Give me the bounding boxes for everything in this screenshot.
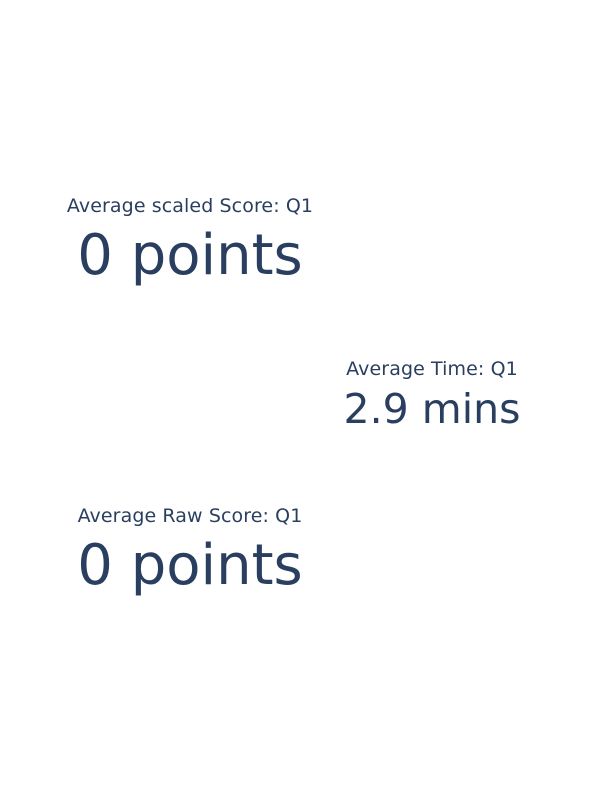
indicator-title: Average scaled Score: Q1 [66,195,314,217]
average-raw-score-indicator: Average Raw Score: Q1 0 points [30,505,350,599]
indicator-value: 2.9 mins [343,385,521,433]
indicator-value: 0 points [77,533,303,598]
indicator-value: 0 points [77,223,303,288]
indicator-title: Average Raw Score: Q1 [77,505,303,527]
average-time-indicator: Average Time: Q1 2.9 mins [302,358,562,434]
average-scaled-score-indicator: Average scaled Score: Q1 0 points [30,195,350,289]
indicator-title: Average Time: Q1 [346,358,518,380]
